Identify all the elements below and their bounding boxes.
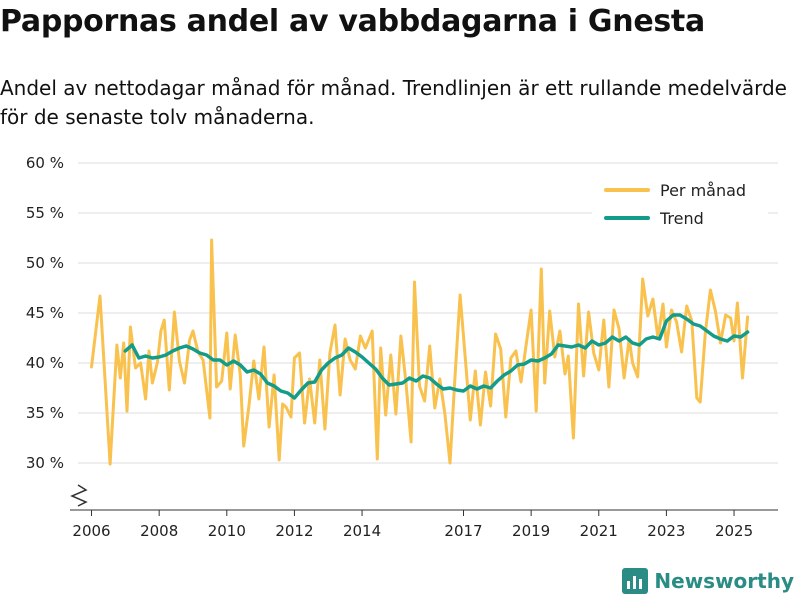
legend-label-per-manad: Per månad (660, 181, 746, 200)
series-layer (90, 238, 750, 466)
y-tick-label: 45 % (26, 304, 64, 322)
series-line-trend (123, 313, 750, 400)
legend-background (592, 176, 768, 236)
brand-name: Newsworthy (654, 569, 794, 593)
x-tick-label: 2025 (715, 522, 753, 540)
legend-label-trend: Trend (659, 209, 704, 228)
chart-title: Pappornas andel av vabbdagarna i Gnesta (0, 4, 705, 39)
y-tick-label: 50 % (26, 254, 64, 272)
chart-subtitle: Andel av nettodagar månad för månad. Tre… (0, 76, 787, 129)
y-axis-break-icon (70, 484, 88, 507)
y-tick-label: 60 % (26, 154, 64, 172)
y-tick-label: 40 % (26, 354, 64, 372)
y-tick-label: 35 % (26, 404, 64, 422)
x-tick-label: 2019 (512, 522, 550, 540)
x-axis: 2006 2008 2010 2012 2014 2017 2019 2021 2023 2025 (70, 509, 778, 540)
series-line-per-manad (90, 238, 750, 466)
legend: Per månad Trend (592, 176, 768, 236)
x-tick-label: 2014 (343, 522, 381, 540)
y-tick-label: 30 % (26, 454, 64, 472)
x-tick-label: 2021 (580, 522, 618, 540)
line-chart: 30 % 35 % 40 % 45 % 50 % 55 % 60 % 2006 2008 201… (26, 154, 778, 540)
x-tick-label: 2012 (275, 522, 313, 540)
x-tick-label: 2006 (72, 522, 110, 540)
brand-logo: Newsworthy (622, 568, 794, 594)
x-tick-label: 2010 (208, 522, 246, 540)
y-tick-label: 55 % (26, 204, 64, 222)
x-tick-label: 2008 (140, 522, 178, 540)
x-tick-label: 2023 (647, 522, 685, 540)
x-tick-label: 2017 (444, 522, 482, 540)
newsworthy-logo-icon (622, 568, 649, 594)
y-axis: 30 % 35 % 40 % 45 % 50 % 55 % 60 % (26, 154, 88, 507)
